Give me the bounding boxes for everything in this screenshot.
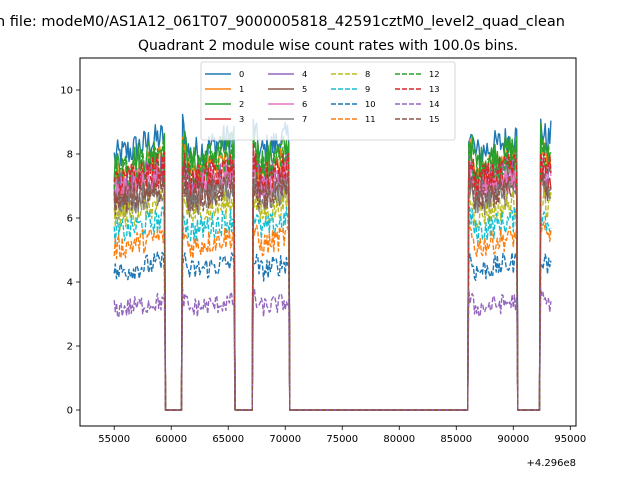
legend-label-3: 3: [239, 114, 244, 124]
chart-title: Quadrant 2 module wise count rates with …: [138, 38, 518, 54]
x-tick-label: 55000: [98, 434, 130, 445]
y-axis: 0 2 4 6 8 10: [60, 86, 80, 417]
legend-label-8: 8: [365, 69, 370, 79]
x-tick-label: 90000: [497, 434, 529, 445]
series-line-0: [113, 113, 552, 411]
y-tick-label: 4: [67, 278, 73, 289]
legend-label-14: 14: [429, 99, 440, 109]
x-offset-text: +4.296e8: [526, 458, 576, 469]
y-tick-label: 6: [67, 214, 73, 225]
y-tick-label: 10: [60, 86, 73, 97]
y-tick-label: 2: [67, 342, 73, 353]
legend-label-7: 7: [302, 114, 307, 124]
x-tick-label: 65000: [212, 434, 244, 445]
series-line-14: [113, 287, 552, 411]
series-line-10: [113, 251, 552, 411]
y-tick-label: 0: [67, 406, 73, 417]
x-tick-label: 75000: [326, 434, 358, 445]
series-line-7: [113, 171, 552, 411]
legend-label-11: 11: [365, 114, 376, 124]
x-tick-label: 95000: [554, 434, 586, 445]
legend-label-12: 12: [429, 69, 440, 79]
figure-suptitle: n file: modeM0/AS1A12_061T07_9000005818_…: [0, 14, 565, 30]
y-tick-label: 8: [67, 150, 73, 161]
series-line-8: [113, 186, 552, 411]
x-tick-label: 80000: [383, 434, 415, 445]
x-axis: 55000 60000 65000 70000 75000 80000 85000 90000…: [98, 426, 586, 445]
legend-label-15: 15: [429, 114, 440, 124]
legend-label-4: 4: [302, 69, 307, 79]
x-tick-label: 60000: [155, 434, 187, 445]
plot-frame: [79, 57, 577, 427]
legend-box: [200, 61, 456, 141]
series-line-15: [113, 162, 552, 411]
x-tick-label: 70000: [269, 434, 301, 445]
legend-label-13: 13: [429, 84, 440, 94]
legend-label-5: 5: [302, 84, 307, 94]
legend-label-2: 2: [239, 99, 244, 109]
legend-label-10: 10: [365, 99, 376, 109]
series-line-11: [113, 215, 552, 411]
legend-label-9: 9: [365, 84, 370, 94]
legend-label-6: 6: [302, 99, 307, 109]
legend-label-1: 1: [239, 84, 244, 94]
series-layer: [113, 113, 552, 411]
x-tick-label: 85000: [440, 434, 472, 445]
legend-label-0: 0: [239, 69, 244, 79]
